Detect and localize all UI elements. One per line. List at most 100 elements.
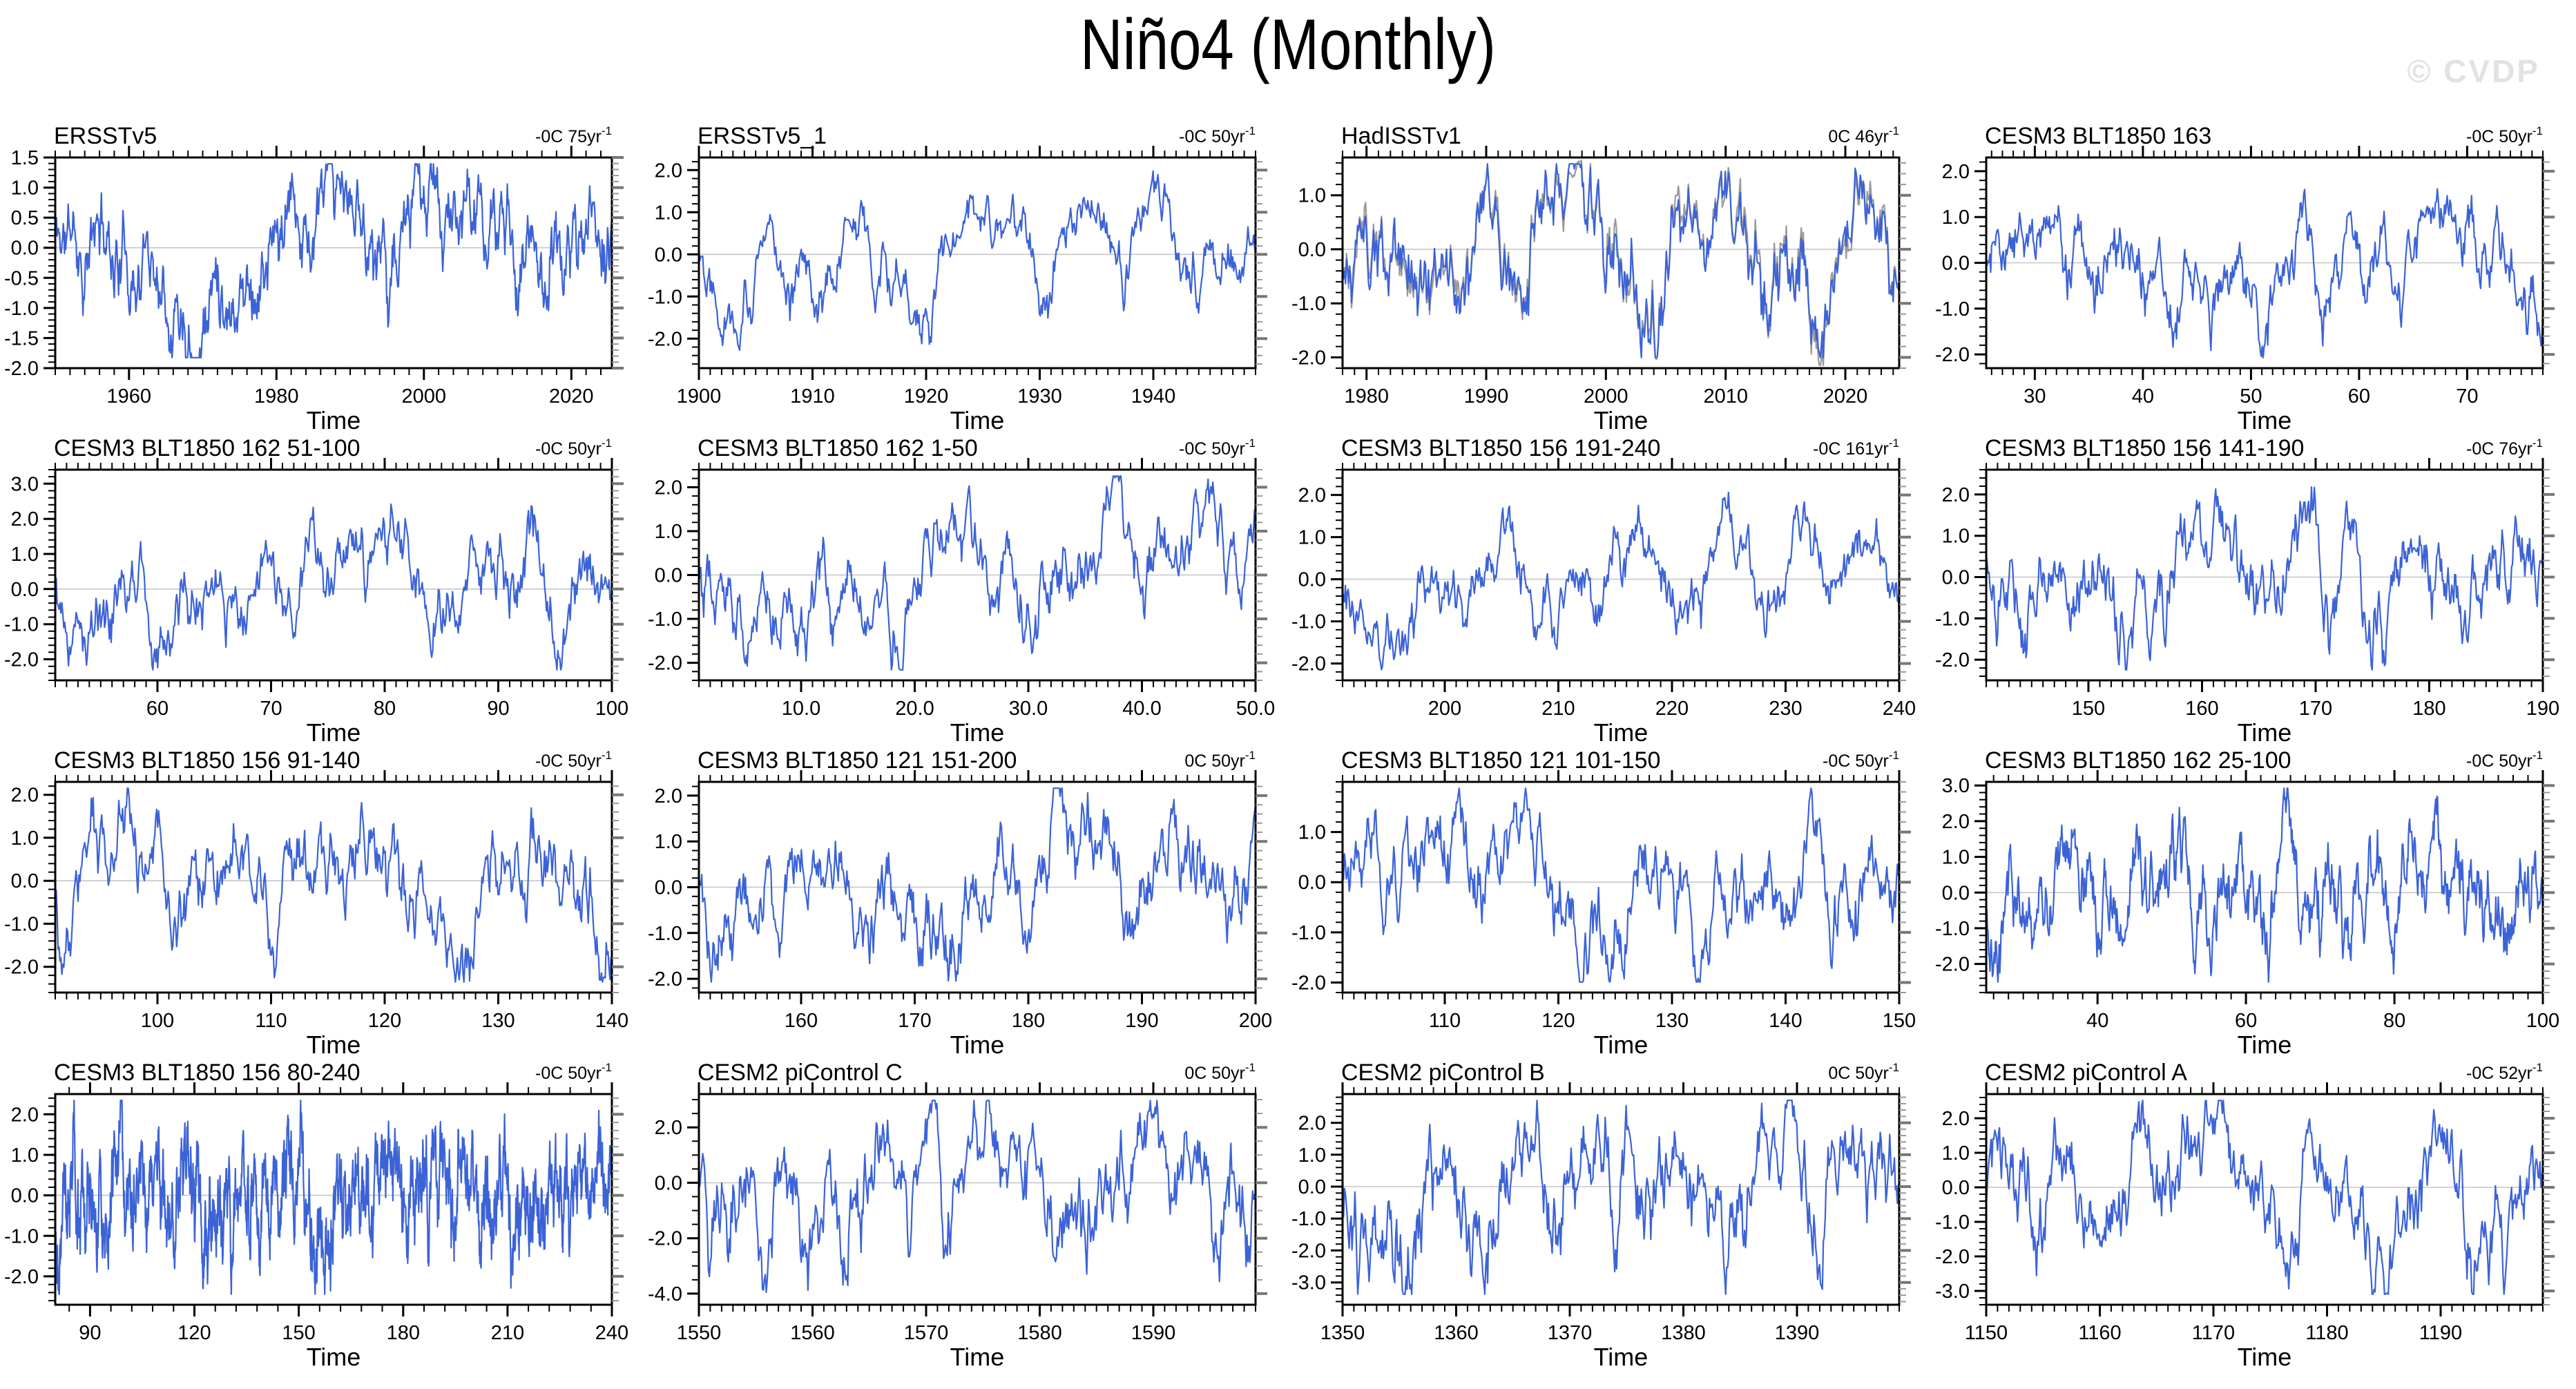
y-tick-label: -1.0 xyxy=(648,923,682,945)
x-tick-label: 1980 xyxy=(254,385,299,408)
anomaly-line xyxy=(698,787,1257,983)
panel-trend-label: 0C 50yr-1 xyxy=(1184,749,1256,771)
panel-title: CESM3 BLT1850 156 191-240 xyxy=(1341,435,1660,461)
x-tick-label: 200 xyxy=(1239,1010,1272,1032)
trend-value: 0C 50yr xyxy=(1184,1064,1245,1083)
y-tick-label: 1.0 xyxy=(1298,527,1326,549)
panel-svg: 110 120 130 140 150 1.0 0.0 -1.0 -2.0 CESM3 BLT18… xyxy=(1291,747,1916,1054)
panel-svg: 1150 1160 1170 1180 1190 2.0 1.0 0.0 -1.0 -2.0 -3.… xyxy=(1935,1060,2555,1366)
y-tick-label: -1.5 xyxy=(4,327,39,349)
y-tick-label: 0.0 xyxy=(1298,1176,1326,1198)
y-tick-label: -1.0 xyxy=(4,913,39,935)
x-tick-label: 1900 xyxy=(677,385,722,408)
panel-svg: 1900 1910 1920 1930 1940 2.0 1.0 0.0 -1.0 -2.0 ERS… xyxy=(648,123,1267,430)
anomaly-line xyxy=(698,1100,1257,1294)
x-tick-label: 1560 xyxy=(790,1322,835,1344)
trend-value: -0C 50yr xyxy=(1823,751,1889,771)
trend-value: -0C 50yr xyxy=(535,439,602,459)
y-tick-label: -1.0 xyxy=(1291,293,1326,315)
time-axis-label: Time xyxy=(950,1031,1005,1054)
x-tick-label: 2020 xyxy=(1823,385,1868,408)
x-tick-label: 30.0 xyxy=(1009,698,1048,720)
panel-title: CESM3 BLT1850 162 51-100 xyxy=(54,435,361,461)
panel-title: CESM2 piControl A xyxy=(1985,1060,2187,1086)
panel-svg: 60 70 80 90 100 3.0 2.0 1.0 0.0 -1.0 -2.0 CESM3 BLT… xyxy=(4,435,628,742)
y-tick-label: -2.0 xyxy=(648,328,682,350)
x-tick-label: 40 xyxy=(2086,1010,2108,1032)
x-tick-label: 150 xyxy=(2072,698,2105,720)
chart-panel-cesm3-blt1850-162-25-100: 40 60 80 100 3.0 2.0 1.0 0.0 -1.0 -2.0 CESM3 BLT18… xyxy=(1931,742,2575,1054)
plot-frame xyxy=(54,156,613,370)
x-tick-label: 1360 xyxy=(1434,1322,1479,1344)
y-tick-label: 0.0 xyxy=(11,238,39,260)
x-tick-label: 80 xyxy=(374,698,396,720)
x-tick-label: 150 xyxy=(282,1322,315,1344)
anomaly-line xyxy=(1341,1099,1901,1295)
panel-trend-label: -0C 50yr-1 xyxy=(2466,749,2543,771)
y-tick-label: 0.0 xyxy=(11,579,39,601)
trend-value: -0C 76yr xyxy=(2466,439,2532,459)
panel-trend-label: 0C 46yr-1 xyxy=(1828,124,1899,146)
x-tick-label: 220 xyxy=(1655,698,1689,720)
panel-svg: 100 110 120 130 140 2.0 1.0 0.0 -1.0 -2.0 CESM3 BL… xyxy=(4,747,628,1054)
y-tick-label: 1.0 xyxy=(11,1144,39,1167)
trend-value: -0C 50yr xyxy=(1179,127,1245,146)
y-tick-label: 1.5 xyxy=(11,147,39,169)
y-tick-label: -2.0 xyxy=(1291,347,1326,369)
trend-exponent: -1 xyxy=(602,749,612,762)
x-tick-label: 90 xyxy=(79,1322,101,1344)
chart-panel-cesm2-picontrol-a: 1150 1160 1170 1180 1190 2.0 1.0 0.0 -1.0 -2.0 -3.… xyxy=(1931,1054,2575,1366)
panel-trend-label: -0C 161yr-1 xyxy=(1813,437,1899,459)
x-tick-label: 1160 xyxy=(2078,1322,2121,1344)
y-tick-label: -2.0 xyxy=(4,1266,39,1288)
y-tick-label: -1.0 xyxy=(1935,608,1970,630)
y-tick-label: 2.0 xyxy=(1942,161,1970,183)
panel-svg: 40 60 80 100 3.0 2.0 1.0 0.0 -1.0 -2.0 CESM3 BLT18… xyxy=(1935,747,2559,1054)
x-tick-label: 50.0 xyxy=(1236,698,1275,720)
y-tick-label: 3.0 xyxy=(11,473,39,495)
chart-panel-cesm3-blt1850-162-51-100: 60 70 80 90 100 3.0 2.0 1.0 0.0 -1.0 -2.0 CESM3 BLT… xyxy=(0,430,644,742)
x-tick-label: 1180 xyxy=(2305,1322,2348,1344)
x-tick-label: 110 xyxy=(255,1010,287,1032)
y-tick-label: 0.0 xyxy=(1942,1177,1970,1199)
time-axis-label: Time xyxy=(1594,406,1649,430)
anomaly-line xyxy=(1341,787,1901,983)
x-tick-label: 1570 xyxy=(904,1322,949,1344)
y-tick-label: 0.5 xyxy=(11,207,39,229)
y-tick-label: 0.0 xyxy=(1942,567,1970,589)
cvdp-watermark: © CVDP xyxy=(2407,53,2540,89)
plot-frame xyxy=(1341,468,1901,682)
x-tick-label: 180 xyxy=(2412,698,2445,720)
panel-title: CESM3 BLT1850 121 101-150 xyxy=(1341,747,1660,774)
y-tick-label: -1.0 xyxy=(648,286,682,308)
y-tick-label: 2.0 xyxy=(655,785,682,807)
panel-trend-label: 0C 50yr-1 xyxy=(1828,1061,1899,1083)
x-tick-label: 1990 xyxy=(1464,385,1509,408)
x-tick-label: 1580 xyxy=(1017,1322,1062,1344)
panel-title: ERSSTv5_1 xyxy=(698,123,827,149)
panel-title: CESM3 BLT1850 156 141-190 xyxy=(1985,435,2304,461)
trend-value: -0C 52yr xyxy=(2466,1064,2532,1083)
y-tick-label: -2.0 xyxy=(1291,973,1326,995)
y-tick-label: -2.0 xyxy=(648,968,682,990)
y-tick-label: -2.0 xyxy=(4,649,39,671)
panel-trend-label: -0C 50yr-1 xyxy=(2466,124,2543,146)
trend-exponent: -1 xyxy=(1889,124,1899,137)
y-tick-label: 2.0 xyxy=(1942,484,1970,506)
trend-exponent: -1 xyxy=(2532,749,2543,762)
x-tick-label: 130 xyxy=(481,1010,515,1032)
x-tick-label: 210 xyxy=(1541,698,1575,720)
trend-exponent: -1 xyxy=(1889,437,1899,450)
y-tick-label: -4.0 xyxy=(648,1283,682,1305)
y-tick-label: 1.0 xyxy=(1298,185,1326,207)
panel-trend-label: -0C 50yr-1 xyxy=(1179,124,1256,146)
page-header: Niño4 (Monthly) © CVDP xyxy=(0,0,2576,117)
y-tick-label: -3.0 xyxy=(1935,1281,1970,1303)
y-tick-label: -1.0 xyxy=(648,609,682,631)
x-tick-label: 1150 xyxy=(1965,1322,2008,1344)
x-tick-label: 60 xyxy=(2348,385,2370,408)
panel-trend-label: -0C 50yr-1 xyxy=(1823,749,1899,771)
y-tick-label: -1.0 xyxy=(1935,1211,1970,1234)
anomaly-line xyxy=(54,787,613,983)
anomaly-line xyxy=(1985,486,2544,671)
